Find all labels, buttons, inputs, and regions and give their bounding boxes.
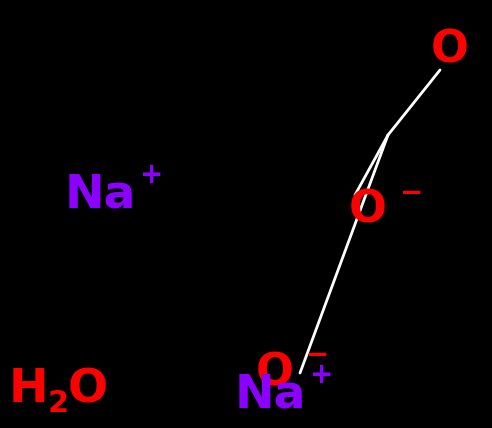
- Text: O: O: [349, 188, 387, 232]
- Text: −: −: [400, 179, 424, 207]
- Text: H: H: [8, 368, 48, 413]
- Text: 2: 2: [47, 389, 68, 417]
- Text: Na: Na: [64, 172, 136, 217]
- Text: +: +: [140, 161, 164, 189]
- Text: O: O: [256, 351, 294, 395]
- Text: +: +: [310, 361, 334, 389]
- Text: −: −: [307, 341, 330, 369]
- Text: O: O: [431, 29, 469, 71]
- Text: Na: Na: [234, 372, 306, 417]
- Text: O: O: [68, 368, 108, 413]
